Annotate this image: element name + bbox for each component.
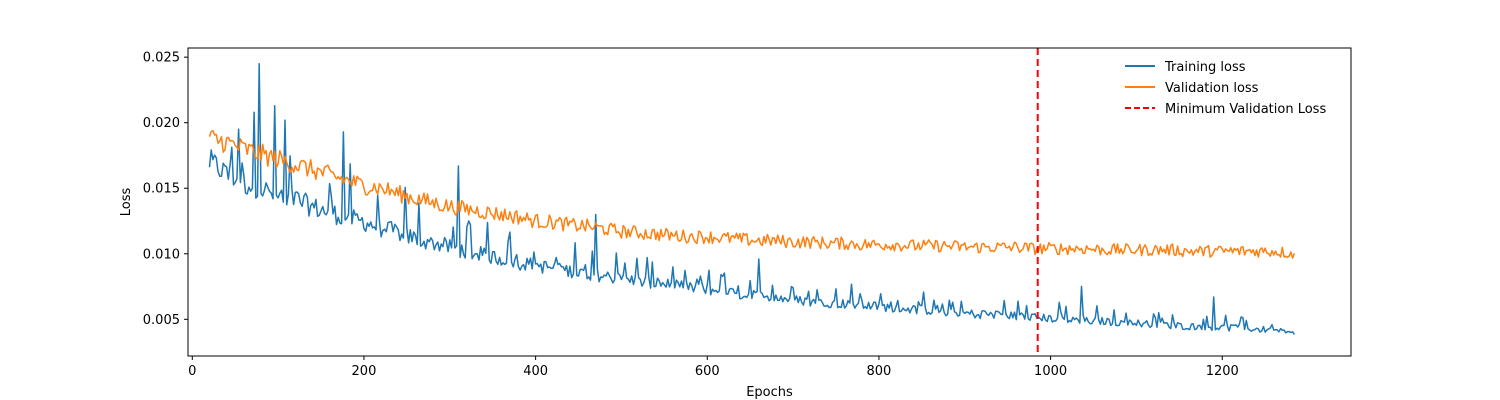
x-axis-label: Epochs [746,385,793,400]
x-tick-label: 400 [523,364,548,379]
series-line-validation-loss [208,129,1296,259]
legend-label: Training loss [1164,60,1246,75]
x-tick-label: 1000 [1034,364,1067,379]
x-tick-label: 200 [352,364,377,379]
y-tick-label: 0.020 [143,116,180,131]
x-tick-label: 600 [695,364,720,379]
legend-label: Validation loss [1165,81,1259,96]
plot-frame [187,47,1352,357]
series-line-training-loss [208,62,1296,335]
y-axis-label: Loss [119,188,134,217]
y-tick-label: 0.015 [143,182,180,197]
series-layer [208,48,1296,356]
y-tick-label: 0.025 [143,51,180,66]
x-tick-label: 1200 [1206,364,1239,379]
legend-label: Minimum Validation Loss [1165,102,1326,117]
y-tick-label: 0.005 [143,313,180,328]
x-tick-label: 800 [867,364,892,379]
y-tick-label: 0.010 [143,247,180,262]
x-tick-label: 0 [188,364,196,379]
x-axis-ticks: 0 200 400 600 800 1000 1200 [188,356,1239,379]
y-axis-ticks: 0.005 0.010 0.015 0.020 0.025 [143,51,188,328]
legend: Training loss Validation loss Minimum Vali… [1125,60,1326,117]
